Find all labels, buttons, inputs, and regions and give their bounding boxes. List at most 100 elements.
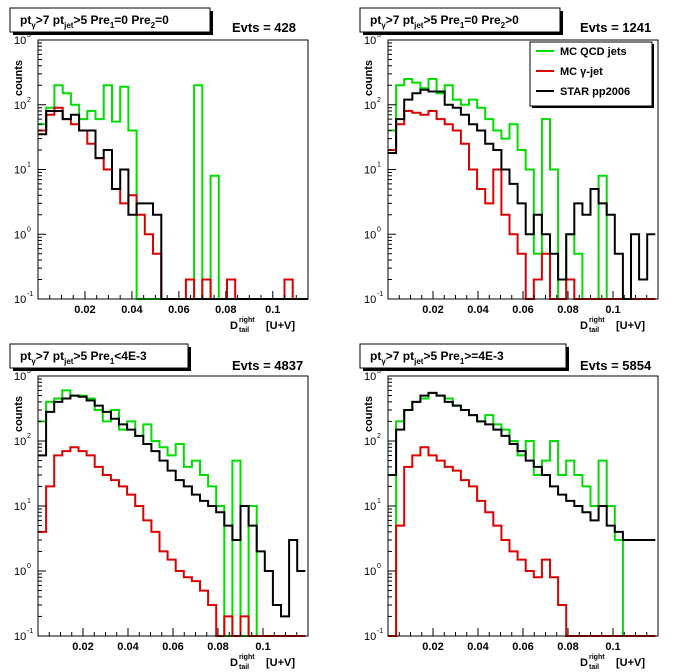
title-part: <4E-3 bbox=[114, 349, 147, 363]
title-part: jet bbox=[63, 357, 74, 366]
chart-title-text: ptγ>7 ptjet>5 Pre1=0 Pre2>0 bbox=[370, 13, 519, 30]
title-part: pt bbox=[370, 13, 381, 27]
y-tick-exponent: 2 bbox=[377, 97, 381, 104]
plot-frame bbox=[37, 375, 309, 637]
title-part: >5 Pre bbox=[423, 13, 460, 27]
y-tick-base: 10 bbox=[364, 100, 376, 112]
y-tick-exponent: 3 bbox=[377, 32, 381, 39]
series-mc-qcd-jets bbox=[388, 391, 656, 637]
title-part: >7 pt bbox=[386, 349, 414, 363]
x-tick-label: 0.04 bbox=[467, 641, 489, 653]
x-tick-label: 0.06 bbox=[512, 304, 533, 316]
chart-title: ptγ>7 ptjet>5 Pre1=0 Pre2=0 bbox=[9, 7, 213, 35]
plot-frame bbox=[387, 375, 659, 637]
title-part: 1 bbox=[460, 21, 465, 30]
x-tick-label: 0.1 bbox=[605, 641, 620, 653]
chart-title-text: ptγ>7 ptjet>5 Pre1=0 Pre2=0 bbox=[20, 13, 169, 30]
series-star-pp2006 bbox=[38, 110, 308, 300]
x-tick-label: 0.08 bbox=[207, 641, 228, 653]
title-part: =0 bbox=[155, 13, 169, 27]
y-tick-base: 10 bbox=[364, 229, 376, 241]
x-tick-label: 0.02 bbox=[74, 304, 95, 316]
title-part: 2 bbox=[501, 21, 506, 30]
y-tick-base: 10 bbox=[364, 294, 376, 306]
x-label-suffix: [U+V] bbox=[616, 657, 645, 669]
series-mc-jet bbox=[388, 446, 656, 637]
x-tick-label: 0.04 bbox=[117, 641, 139, 653]
y-tick-base: 10 bbox=[14, 229, 26, 241]
y-axis-label: counts bbox=[363, 396, 375, 432]
title-part: >5 Pre bbox=[423, 349, 460, 363]
title-part: jet bbox=[63, 21, 74, 30]
y-tick-exponent: -1 bbox=[377, 291, 383, 298]
series-mc-qcd-jets bbox=[38, 389, 306, 637]
chart-title: ptγ>7 ptjet>5 Pre1=0 Pre2>0 bbox=[359, 7, 563, 35]
y-tick-label: 10 -1 bbox=[14, 628, 33, 643]
chart-title: ptγ>7 ptjet>5 Pre1<4E-3 bbox=[9, 343, 191, 371]
y-tick-base: 10 bbox=[14, 100, 26, 112]
title-part: pt bbox=[20, 349, 31, 363]
legend-box bbox=[529, 41, 653, 107]
title-part: jet bbox=[413, 357, 424, 366]
y-tick-label: 10 1 bbox=[14, 162, 31, 177]
y-tick-exponent: 3 bbox=[27, 32, 31, 39]
y-tick-base: 10 bbox=[14, 631, 26, 643]
y-tick-label: 10 2 bbox=[364, 433, 381, 448]
y-tick-exponent: 0 bbox=[27, 226, 31, 233]
title-box bbox=[359, 7, 561, 33]
title-part: 1 bbox=[460, 357, 465, 366]
x-tick-label: 0.04 bbox=[121, 304, 143, 316]
title-part: pt bbox=[370, 349, 381, 363]
y-tick-base: 10 bbox=[364, 165, 376, 177]
title-part: >5 Pre bbox=[73, 13, 110, 27]
title-part: =0 Pre bbox=[464, 13, 501, 27]
x-label-sub: tail bbox=[589, 664, 599, 671]
title-part: 1 bbox=[110, 357, 115, 366]
y-tick-label: 10 2 bbox=[364, 97, 381, 112]
y-tick-exponent: -1 bbox=[377, 628, 383, 635]
evts-label: Evts = 1241 bbox=[580, 20, 651, 35]
x-label-sub: tail bbox=[239, 327, 249, 334]
x-label-suffix: [U+V] bbox=[616, 320, 645, 332]
x-label-sub: tail bbox=[589, 327, 599, 334]
evts-label: Evts = 5854 bbox=[580, 358, 652, 373]
series-star-pp2006 bbox=[38, 394, 306, 618]
y-tick-label: 10 2 bbox=[14, 97, 31, 112]
y-tick-label: 10 1 bbox=[14, 498, 31, 513]
title-part: jet bbox=[413, 21, 424, 30]
y-tick-base: 10 bbox=[14, 566, 26, 578]
x-label-main: D bbox=[230, 320, 238, 332]
title-part: =0 Pre bbox=[114, 13, 151, 27]
x-label-suffix: [U+V] bbox=[266, 320, 295, 332]
y-tick-exponent: -1 bbox=[27, 628, 33, 635]
series-star-pp2006 bbox=[388, 88, 656, 300]
y-axis-label: counts bbox=[363, 60, 375, 96]
x-tick-label: 0.08 bbox=[557, 641, 578, 653]
title-part: γ bbox=[381, 357, 386, 366]
x-label-sup: right bbox=[239, 317, 255, 324]
title-part: >7 pt bbox=[36, 349, 64, 363]
y-tick-base: 10 bbox=[14, 294, 26, 306]
y-tick-label: 10 0 bbox=[14, 563, 31, 578]
legend: MC QCD jets MC γ-jet STAR pp2006 bbox=[529, 41, 654, 108]
y-tick-exponent: 1 bbox=[377, 498, 381, 505]
x-tick-label: 0.02 bbox=[422, 641, 443, 653]
evts-label: Evts = 4837 bbox=[232, 358, 303, 373]
y-tick-exponent: -1 bbox=[27, 291, 33, 298]
y-tick-exponent: 2 bbox=[27, 97, 31, 104]
y-tick-label: 10 3 bbox=[14, 368, 31, 383]
y-tick-base: 10 bbox=[14, 501, 26, 513]
y-tick-label: 10 0 bbox=[14, 226, 31, 241]
x-label-suffix: [U+V] bbox=[266, 657, 295, 669]
series-mc-jet bbox=[38, 446, 306, 637]
x-tick-label: 0.06 bbox=[512, 641, 533, 653]
title-part: γ bbox=[31, 21, 36, 30]
y-tick-base: 10 bbox=[364, 501, 376, 513]
